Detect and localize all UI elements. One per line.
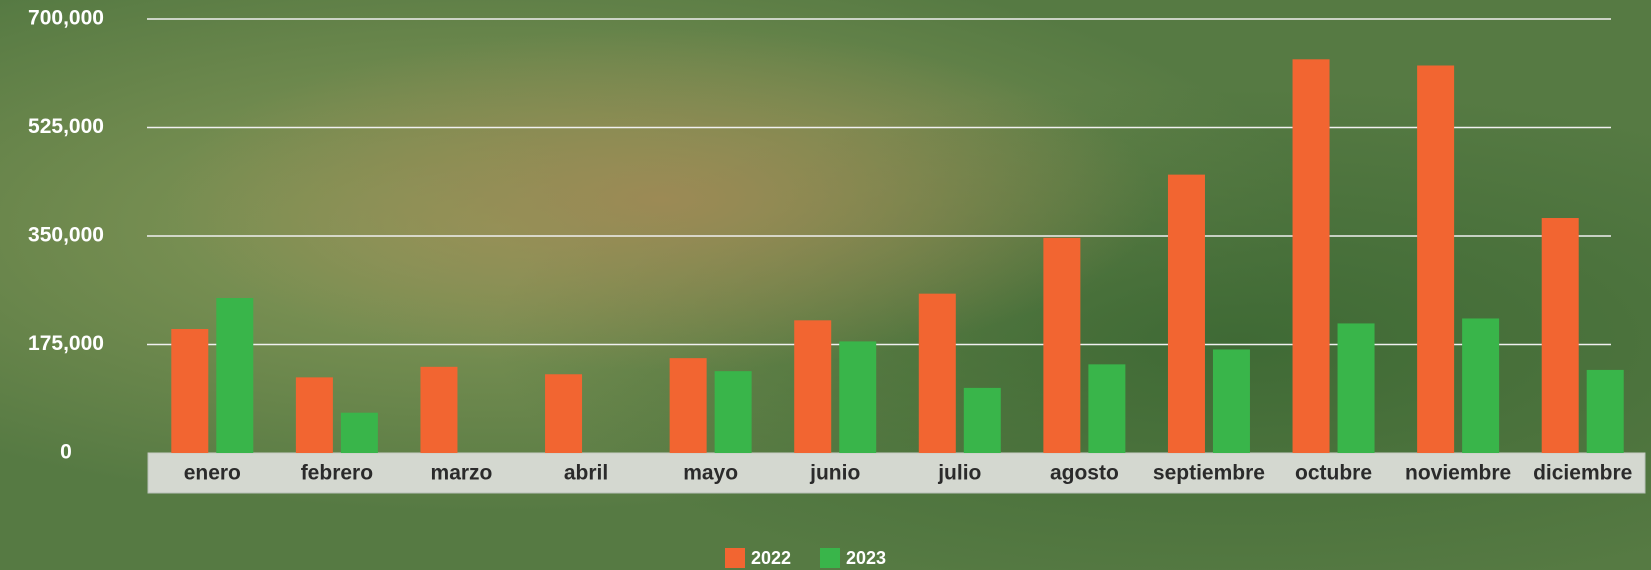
bar (1043, 237, 1081, 453)
x-tick-label: junio (809, 462, 860, 485)
bar (216, 298, 254, 453)
bar (839, 341, 877, 453)
legend-label: 2022 (751, 548, 791, 568)
bar (420, 366, 458, 453)
y-tick-label: 700,000 (28, 7, 104, 30)
x-tick-label: mayo (683, 462, 738, 485)
x-tick-label: marzo (431, 462, 493, 485)
bar (1541, 218, 1579, 453)
y-tick-label: 0 (60, 441, 72, 464)
y-tick-label: 525,000 (28, 115, 104, 138)
bar (714, 371, 752, 453)
bar (545, 374, 583, 453)
y-tick-label: 175,000 (28, 332, 104, 355)
bar (1167, 174, 1205, 453)
x-tick-label: enero (184, 462, 241, 485)
legend-swatch (725, 548, 745, 568)
bar (918, 293, 956, 453)
bar (1586, 369, 1624, 453)
bar (1212, 349, 1250, 453)
category-axis-band (147, 452, 1646, 494)
x-tick-label: octubre (1295, 462, 1372, 485)
bar (1417, 65, 1455, 453)
x-tick-label: abril (564, 462, 608, 485)
x-tick-label: noviembre (1405, 462, 1511, 485)
legend-swatch (820, 548, 840, 568)
x-tick-label: diciembre (1533, 462, 1632, 485)
legend-label: 2023 (846, 548, 886, 568)
x-tick-label: agosto (1050, 462, 1119, 485)
bar (1462, 318, 1500, 453)
bar (295, 377, 333, 453)
bar (340, 412, 378, 453)
y-tick-label: 350,000 (28, 224, 104, 247)
bar (1292, 59, 1330, 454)
x-tick-label: julio (937, 462, 981, 485)
bar (1088, 364, 1126, 453)
bar (171, 329, 209, 453)
bar (669, 358, 707, 453)
x-tick-label: febrero (301, 462, 373, 485)
bar (1337, 323, 1375, 453)
bar (794, 320, 832, 453)
bar (963, 387, 1001, 453)
x-tick-label: septiembre (1153, 462, 1265, 485)
